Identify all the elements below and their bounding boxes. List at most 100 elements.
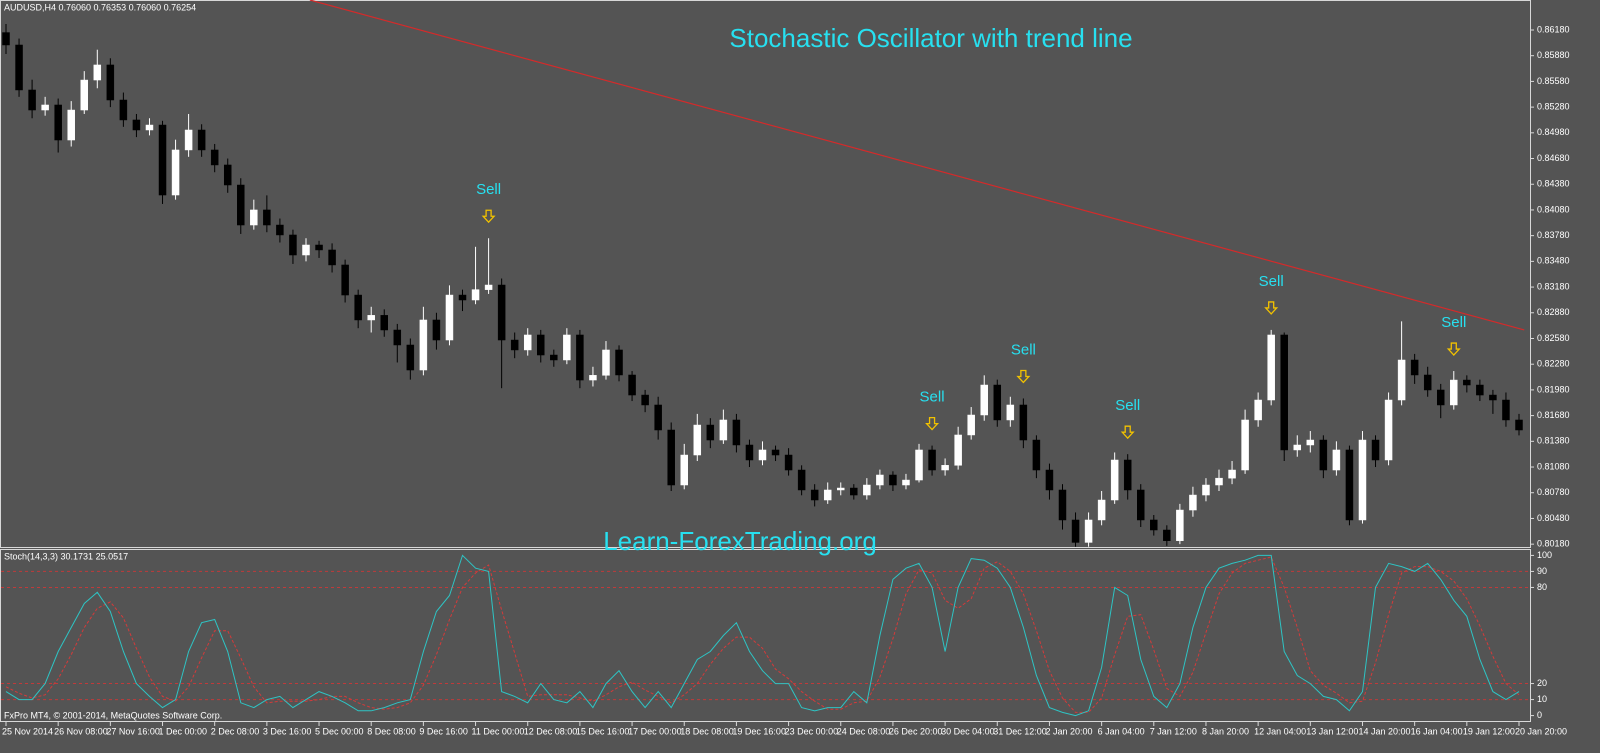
candle-body	[1410, 359, 1419, 376]
candle-body	[654, 404, 662, 431]
candle-body	[1436, 389, 1445, 406]
x-tick-label: 2 Dec 08:00	[211, 726, 260, 736]
candle-body	[93, 64, 102, 81]
x-tick-label: 31 Dec 12:00	[993, 726, 1047, 736]
candle-body	[1150, 519, 1158, 531]
sell-arrow	[1120, 425, 1135, 440]
x-tick-label: 19 Jan 12:00	[1463, 726, 1515, 736]
x-tick-label: 27 Nov 16:00	[106, 726, 160, 736]
candle-body	[980, 384, 988, 416]
y-tick-label: 0.83480	[1537, 256, 1570, 266]
candle-body	[1006, 404, 1015, 421]
candle-body	[719, 419, 728, 441]
candle-body	[1515, 419, 1523, 431]
x-tick-label: 13 Jan 12:00	[1306, 726, 1358, 736]
y-tick-label: 80	[1537, 582, 1547, 592]
candle-body	[497, 284, 506, 341]
candle-body	[393, 329, 402, 346]
candle-body	[1097, 499, 1106, 521]
x-tick-label: 19 Dec 16:00	[732, 726, 786, 736]
footnote: FxPro MT4, © 2001-2014, MetaQuotes Softw…	[4, 710, 222, 720]
sell-arrow	[925, 416, 940, 431]
candle-body	[1176, 509, 1184, 541]
candle-body	[67, 109, 75, 141]
candle-body	[615, 349, 623, 376]
x-tick-label: 20 Jan 20:00	[1515, 726, 1567, 736]
candle-body	[28, 89, 36, 111]
candle-body	[1189, 494, 1197, 511]
candle-body	[341, 264, 349, 296]
sell-arrow	[1016, 369, 1031, 384]
y-tick-label: 100	[1537, 550, 1552, 560]
candle-body	[550, 354, 558, 361]
x-tick-label: 11 Dec 00:00	[472, 726, 525, 736]
x-tick-label: 15 Dec 16:00	[576, 726, 630, 736]
candle-body	[210, 149, 219, 166]
candle-body	[458, 294, 467, 301]
candle-body	[823, 489, 832, 501]
candle-body	[1163, 529, 1171, 541]
candle-body	[445, 294, 454, 341]
candle-body	[1306, 439, 1315, 446]
candle-body	[1397, 359, 1406, 401]
candle-body	[1045, 469, 1054, 491]
x-tick-label: 16 Jan 04:00	[1411, 726, 1463, 736]
y-tick-label: 0.85280	[1537, 101, 1570, 111]
candle-body	[589, 375, 597, 381]
x-tick-label: 8 Dec 08:00	[367, 726, 416, 736]
sell-arrow	[481, 209, 496, 224]
candle-body	[902, 479, 910, 486]
candle-body	[628, 374, 636, 396]
x-tick-label: 1 Dec 00:00	[159, 726, 208, 736]
candle-body	[119, 99, 128, 121]
candle-body	[954, 434, 962, 466]
sell-label: Sell	[1011, 341, 1036, 358]
stochastic-signal-line	[5, 556, 1520, 713]
candle-body	[315, 244, 323, 251]
oscillator-title: Stoch(14,3,3) 30.1731 25.0517	[4, 551, 128, 561]
sell-label: Sell	[1115, 397, 1140, 414]
candle-body	[863, 484, 871, 496]
candle-body	[1254, 399, 1262, 421]
candle-body	[576, 334, 584, 381]
candle-body	[758, 449, 767, 461]
chart-title: Stochastic Oscillator with trend line	[729, 23, 1132, 53]
candle-body	[797, 469, 806, 491]
stochastic-main-line	[5, 554, 1520, 717]
x-tick-label: 14 Jan 20:00	[1358, 726, 1410, 736]
y-tick-label: 20	[1537, 678, 1547, 688]
candle-body	[1110, 459, 1119, 501]
y-tick-label: 0.84980	[1537, 127, 1570, 137]
candle-body	[419, 319, 428, 371]
x-tick-label: 12 Jan 04:00	[1254, 726, 1306, 736]
candle-body	[484, 284, 493, 290]
candle-body	[184, 129, 193, 151]
y-tick-label: 0.82280	[1537, 359, 1570, 369]
y-tick-label: 0.81980	[1537, 384, 1570, 394]
y-tick-label: 0.81680	[1537, 410, 1570, 420]
y-tick-label: 0.85880	[1537, 50, 1570, 60]
x-tick-label: 3 Dec 16:00	[263, 726, 312, 736]
sell-arrow	[1264, 301, 1279, 315]
y-tick-label: 0.82580	[1537, 333, 1570, 343]
candle-body	[1058, 489, 1067, 521]
candle-body	[1202, 484, 1210, 496]
x-tick-label: 8 Jan 20:00	[1202, 726, 1249, 736]
candle-body	[132, 119, 141, 131]
candle-body	[263, 209, 271, 226]
candle-body	[1371, 439, 1380, 461]
candle-body	[1071, 519, 1080, 543]
y-tick-label: 0.84080	[1537, 204, 1570, 214]
candle-body	[15, 44, 23, 91]
candle-body	[537, 334, 545, 356]
y-tick-label: 0.80180	[1537, 539, 1570, 549]
candle-body	[223, 164, 232, 186]
y-tick-label: 0.80780	[1537, 487, 1570, 497]
candle-body	[1489, 394, 1497, 401]
candle-body	[367, 315, 375, 321]
x-tick-label: 30 Dec 04:00	[941, 726, 995, 736]
candle-body	[563, 334, 571, 361]
x-tick-label: 24 Dec 08:00	[837, 726, 891, 736]
candle-body	[1293, 444, 1302, 451]
candle-body	[993, 384, 1002, 421]
